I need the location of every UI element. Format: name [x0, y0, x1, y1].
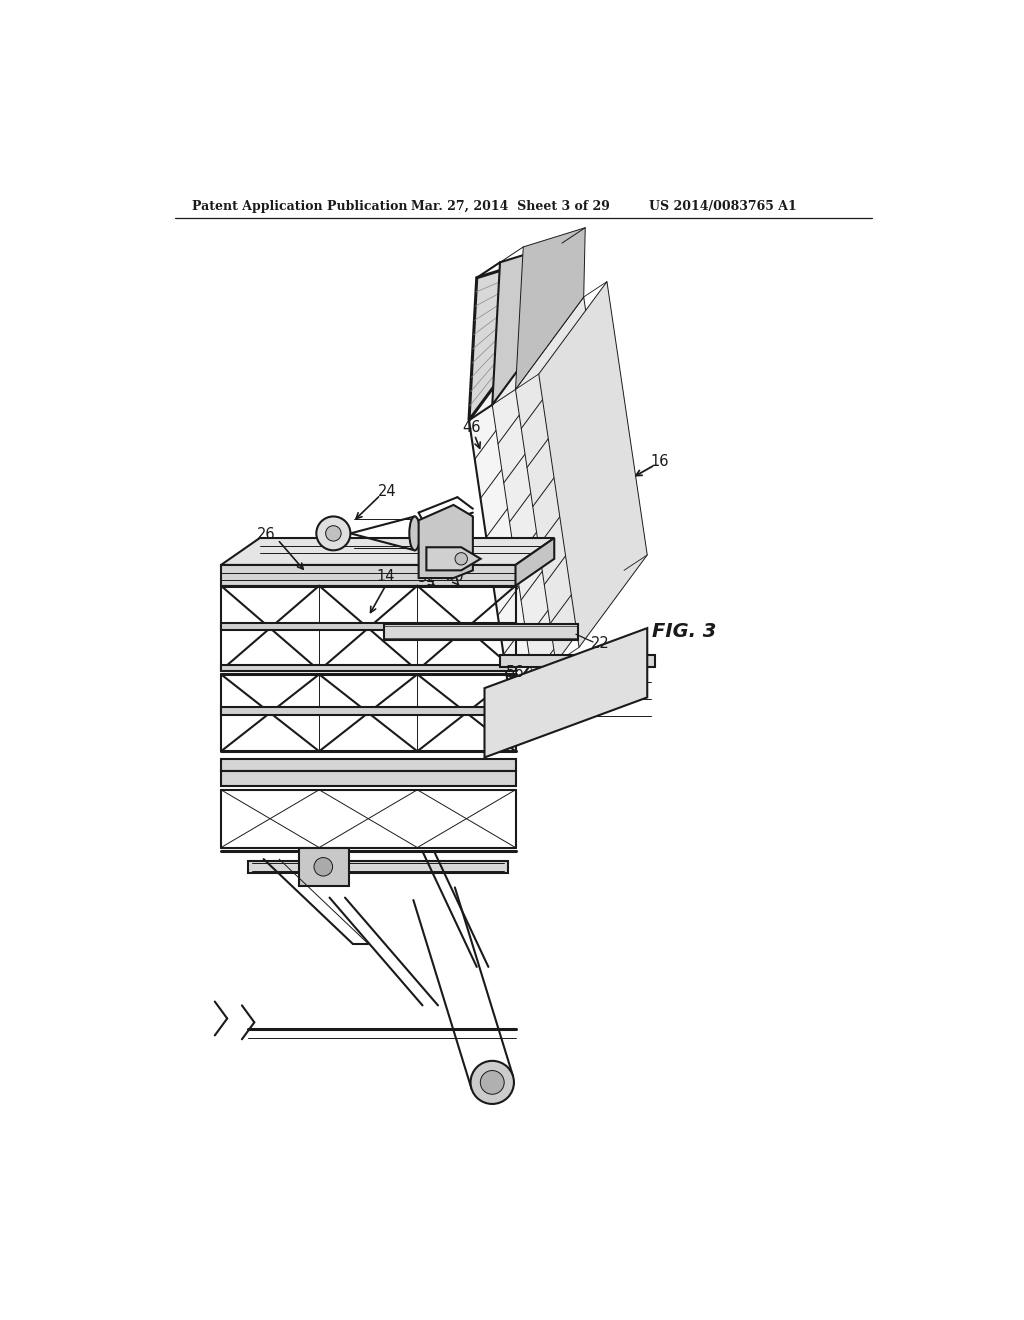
- Text: 26: 26: [257, 527, 275, 541]
- Text: FIG. 3: FIG. 3: [652, 623, 716, 642]
- Polygon shape: [539, 281, 647, 647]
- Text: Mar. 27, 2014  Sheet 3 of 29: Mar. 27, 2014 Sheet 3 of 29: [411, 199, 609, 213]
- Polygon shape: [221, 771, 515, 785]
- Polygon shape: [469, 327, 578, 693]
- Text: 24: 24: [378, 483, 397, 499]
- Polygon shape: [221, 565, 515, 586]
- Polygon shape: [484, 628, 647, 758]
- Polygon shape: [248, 861, 508, 873]
- Text: 16: 16: [650, 454, 669, 469]
- Polygon shape: [426, 548, 480, 570]
- Polygon shape: [384, 624, 578, 640]
- Text: US 2014/0083765 A1: US 2014/0083765 A1: [649, 199, 797, 213]
- Text: 14: 14: [376, 569, 394, 583]
- Polygon shape: [515, 227, 586, 389]
- Polygon shape: [221, 759, 515, 771]
- Text: 32: 32: [418, 570, 436, 585]
- Polygon shape: [419, 506, 473, 578]
- Circle shape: [316, 516, 350, 550]
- Polygon shape: [469, 259, 539, 420]
- Circle shape: [480, 1071, 504, 1094]
- Polygon shape: [493, 313, 601, 678]
- Text: 60: 60: [445, 569, 464, 583]
- Polygon shape: [221, 623, 515, 631]
- Polygon shape: [515, 297, 624, 663]
- Polygon shape: [500, 655, 655, 667]
- Text: 56: 56: [506, 665, 524, 680]
- Circle shape: [455, 553, 467, 565]
- Polygon shape: [221, 708, 515, 715]
- Polygon shape: [221, 665, 515, 671]
- Text: Patent Application Publication: Patent Application Publication: [191, 199, 408, 213]
- Ellipse shape: [410, 516, 420, 550]
- Circle shape: [314, 858, 333, 876]
- Text: 22: 22: [592, 636, 610, 651]
- Polygon shape: [221, 539, 554, 565]
- Circle shape: [326, 525, 341, 541]
- Polygon shape: [515, 539, 554, 586]
- Circle shape: [471, 1061, 514, 1104]
- Polygon shape: [493, 243, 562, 405]
- Polygon shape: [299, 847, 349, 886]
- Text: 46: 46: [462, 420, 480, 436]
